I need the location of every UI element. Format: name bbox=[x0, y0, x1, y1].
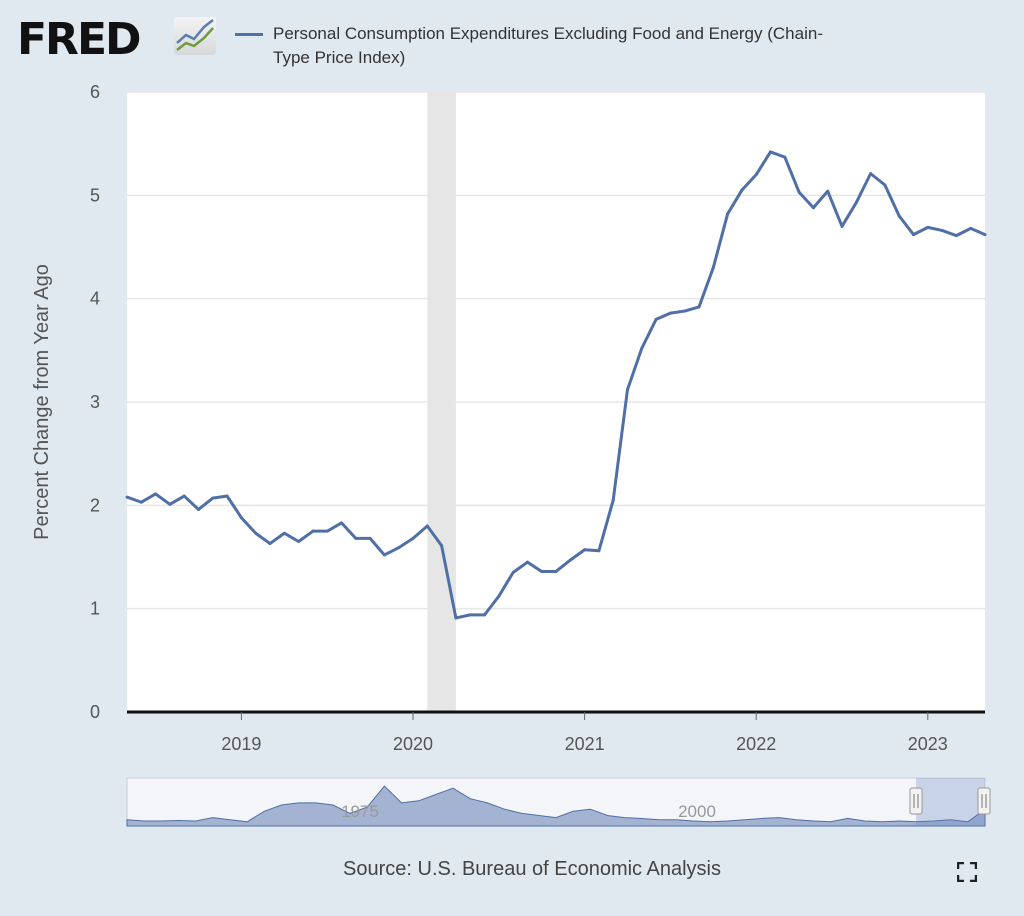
legend-item[interactable]: Personal Consumption Expenditures Exclud… bbox=[235, 22, 833, 70]
data-point bbox=[740, 188, 744, 192]
data-point bbox=[583, 548, 587, 552]
data-point bbox=[983, 233, 987, 237]
y-tick-label: 5 bbox=[90, 185, 100, 205]
navigator-year-label: 2000 bbox=[678, 802, 716, 821]
x-tick-label: 2019 bbox=[221, 734, 261, 754]
y-tick-label: 4 bbox=[90, 289, 100, 309]
data-point bbox=[182, 494, 186, 498]
data-point bbox=[154, 492, 158, 496]
data-point bbox=[468, 613, 472, 617]
data-point bbox=[611, 498, 615, 502]
data-point bbox=[754, 173, 758, 177]
y-tick-label: 1 bbox=[90, 599, 100, 619]
data-point bbox=[654, 317, 658, 321]
data-point bbox=[840, 224, 844, 228]
data-point bbox=[640, 346, 644, 350]
navigator-selection[interactable] bbox=[916, 778, 985, 826]
legend-label: Personal Consumption Expenditures Exclud… bbox=[273, 24, 823, 67]
data-point bbox=[726, 212, 730, 216]
data-point bbox=[368, 536, 372, 540]
navigator-handle[interactable] bbox=[977, 787, 991, 815]
data-point bbox=[912, 233, 915, 237]
fred-logo[interactable]: FRED bbox=[17, 14, 142, 65]
data-point bbox=[254, 531, 258, 535]
data-point bbox=[826, 189, 830, 193]
handle-box bbox=[977, 787, 991, 815]
data-point bbox=[197, 507, 200, 511]
navigator-year-label: 1975 bbox=[341, 802, 379, 821]
data-point bbox=[483, 613, 486, 617]
data-point bbox=[211, 496, 215, 500]
data-point bbox=[811, 206, 815, 210]
data-point bbox=[797, 190, 801, 194]
data-point bbox=[454, 616, 458, 620]
data-point bbox=[783, 155, 787, 159]
fullscreen-icon[interactable] bbox=[957, 862, 977, 882]
navigator-handle[interactable] bbox=[909, 787, 923, 815]
y-tick-label: 3 bbox=[90, 392, 100, 412]
data-point bbox=[711, 266, 715, 270]
x-tick-label: 2023 bbox=[908, 734, 948, 754]
y-tick-label: 2 bbox=[90, 495, 100, 515]
navigator-series bbox=[126, 785, 986, 827]
data-point bbox=[311, 529, 315, 533]
data-point bbox=[854, 201, 858, 205]
data-point bbox=[411, 536, 415, 540]
x-tick-label: 2021 bbox=[565, 734, 605, 754]
data-point bbox=[525, 560, 529, 564]
data-point bbox=[239, 516, 243, 520]
data-point bbox=[883, 183, 887, 187]
data-point bbox=[626, 388, 629, 392]
chart-logo-icon bbox=[174, 17, 216, 55]
data-point bbox=[969, 226, 973, 230]
handle-grip-icon bbox=[981, 794, 987, 808]
data-point bbox=[540, 569, 544, 573]
data-point bbox=[683, 309, 687, 313]
data-point bbox=[697, 305, 701, 309]
data-point bbox=[382, 553, 386, 557]
handle-box bbox=[909, 787, 923, 815]
data-point bbox=[268, 542, 272, 546]
data-point bbox=[940, 228, 944, 232]
data-point bbox=[340, 521, 343, 525]
data-point bbox=[568, 558, 572, 562]
source-note: Source: U.S. Bureau of Economic Analysis bbox=[343, 858, 721, 880]
data-point bbox=[668, 311, 672, 315]
data-point bbox=[926, 225, 930, 229]
data-point bbox=[168, 502, 172, 506]
data-point bbox=[425, 524, 429, 528]
y-tick-label: 6 bbox=[90, 82, 100, 102]
data-point bbox=[511, 571, 515, 574]
data-point bbox=[597, 549, 601, 553]
x-tick-label: 2022 bbox=[736, 734, 776, 754]
data-point bbox=[325, 529, 329, 533]
y-axis-label: Percent Change from Year Ago bbox=[31, 264, 53, 540]
data-point bbox=[769, 150, 772, 154]
data-point bbox=[354, 536, 358, 540]
data-point bbox=[397, 546, 401, 550]
data-point bbox=[954, 234, 958, 238]
data-point bbox=[225, 494, 229, 498]
data-point bbox=[282, 531, 286, 535]
data-point bbox=[440, 544, 444, 548]
y-tick-label: 0 bbox=[90, 702, 100, 722]
data-point bbox=[554, 569, 558, 573]
data-point bbox=[869, 172, 873, 176]
legend-swatch bbox=[235, 33, 263, 36]
x-tick-label: 2020 bbox=[393, 734, 433, 754]
data-point bbox=[297, 540, 301, 543]
handle-grip-icon bbox=[913, 794, 919, 808]
data-point bbox=[125, 495, 129, 499]
data-point bbox=[897, 214, 901, 218]
data-point bbox=[497, 594, 501, 598]
data-point bbox=[139, 500, 143, 504]
